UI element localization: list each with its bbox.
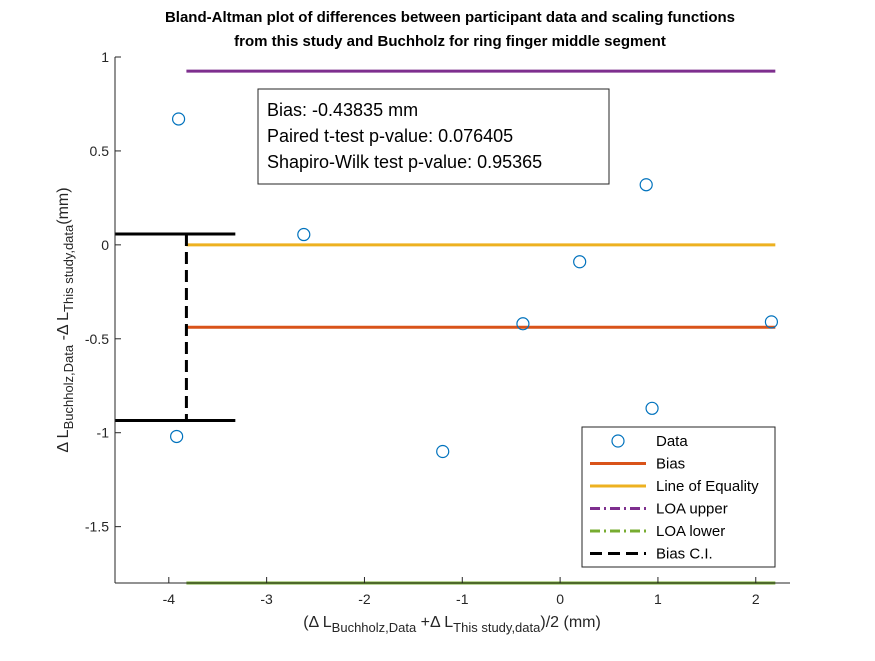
data-point [764, 315, 779, 329]
x-tick-label: -2 [358, 591, 371, 607]
y-tick-label: -1 [97, 425, 110, 441]
annotation-ttest: Paired t-test p-value: 0.076405 [267, 126, 513, 146]
chart-title-line-1: Bland-Altman plot of differences between… [165, 9, 735, 26]
data-point [573, 255, 587, 269]
y-axis-label-sub-1: Buchholz,Data [61, 344, 76, 429]
legend-items: Data Bias Line of Equality LOA upper LOA low… [590, 433, 759, 563]
x-axis-label-prefix: (Δ L [303, 614, 332, 631]
y-axis-label-sub-2: This study,data [61, 224, 76, 312]
data-point [170, 429, 184, 444]
x-axis-label-suffix: )/2 (mm) [540, 614, 600, 631]
y-tick-label: 0.5 [90, 143, 110, 159]
y-tick-label: -0.5 [85, 331, 109, 347]
legend-label-bias: Bias [656, 456, 685, 473]
data-point [639, 178, 653, 192]
y-axis-label: Δ LBuchholz,Data -Δ LThis study,data(mm) [55, 187, 76, 452]
legend-label-line-of-equality: Line of Equality [656, 478, 759, 495]
legend-label-loa-lower: LOA lower [656, 523, 725, 540]
legend-label-data: Data [656, 433, 688, 450]
axis-ticks: -4 -3 -2 -1 0 1 2 1 0.5 0 -0.5 -1 -1.5 [85, 49, 760, 607]
x-tick-label: 0 [556, 591, 564, 607]
annotation-box: Bias: -0.43835 mm Paired t-test p-value:… [257, 88, 610, 185]
annotation-shapiro: Shapiro-Wilk test p-value: 0.95365 [267, 152, 542, 172]
y-axis-label-mid: -Δ L [55, 312, 72, 345]
legend-label-bias-c-i: Bias C.I. [656, 546, 713, 563]
x-axis-label-mid: +Δ L [416, 614, 453, 631]
annotation-bias: Bias: -0.43835 mm [267, 100, 418, 120]
legend-frame [581, 426, 776, 568]
x-axis-label: (Δ LBuchholz,Data +Δ LThis study,data)/2… [303, 614, 601, 635]
y-axis-label-prefix: Δ L [55, 429, 72, 452]
data-point [171, 112, 186, 126]
x-tick-label: 2 [752, 591, 760, 607]
legend-marker-data [611, 434, 625, 448]
data-point [297, 227, 311, 242]
y-axis-label-suffix: (mm) [55, 187, 72, 224]
x-axis-label-sub-2: This study,data [453, 620, 541, 635]
y-tick-label: -1.5 [85, 519, 109, 535]
legend-label-loa-upper: LOA upper [656, 501, 728, 518]
x-tick-label: -3 [260, 591, 273, 607]
x-tick-label: -1 [456, 591, 469, 607]
y-tick-label: 1 [101, 49, 109, 65]
y-tick-label: 0 [101, 237, 109, 253]
annotation-box-frame [257, 88, 610, 185]
x-axis-label-sub-1: Buchholz,Data [332, 620, 417, 635]
x-tick-label: -4 [163, 591, 176, 607]
x-tick-label: 1 [654, 591, 662, 607]
data-point [516, 317, 530, 331]
data-point [436, 444, 450, 459]
legend: Data Bias Line of Equality LOA upper LOA low… [581, 426, 776, 568]
data-point [645, 401, 659, 415]
chart-title-line-2: from this study and Buchholz for ring fi… [234, 33, 666, 50]
